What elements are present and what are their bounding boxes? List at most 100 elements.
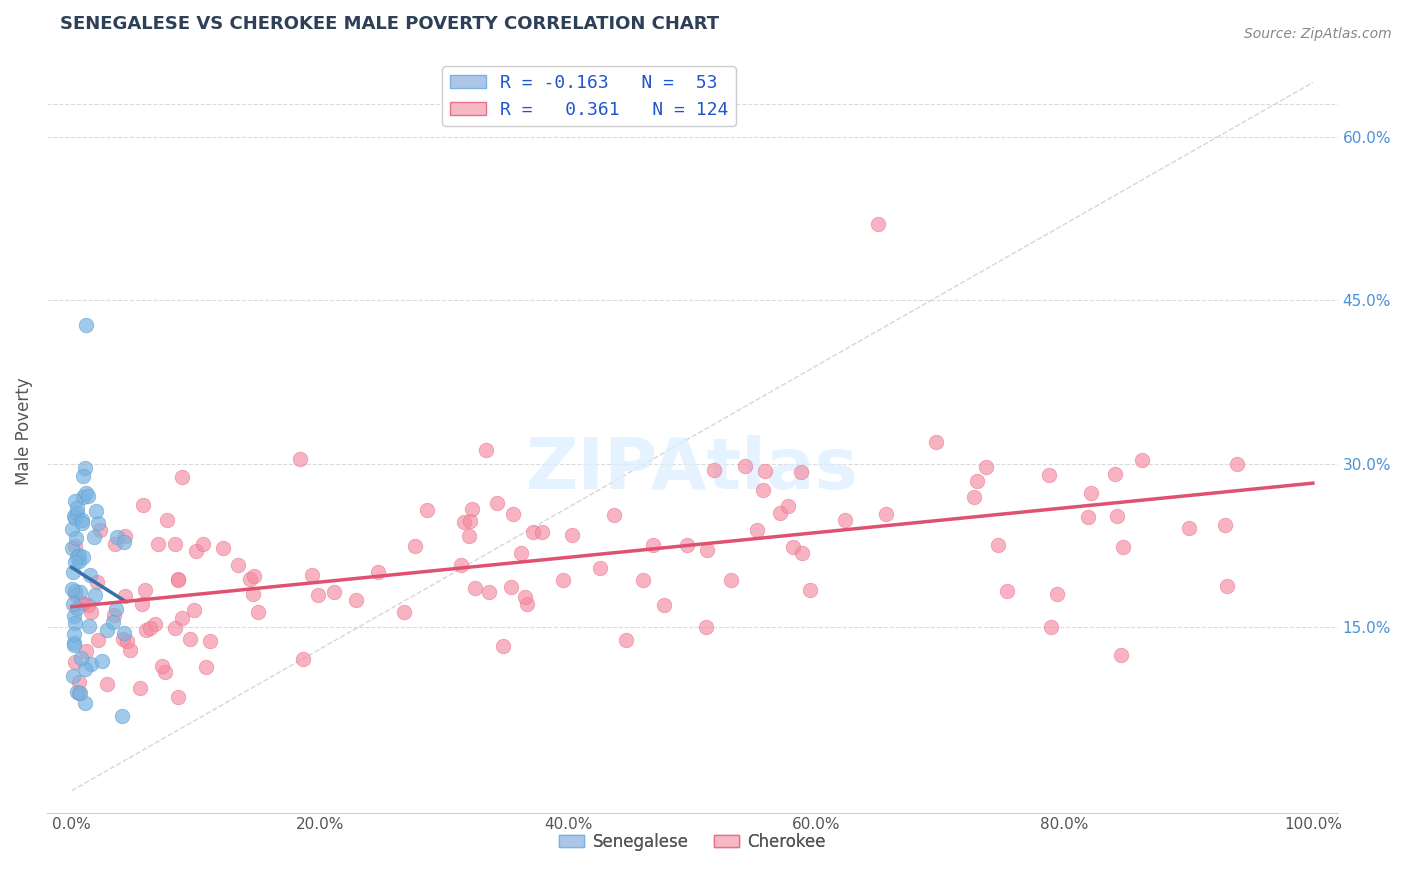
- Point: [453, 515, 475, 529]
- Point: [75, 461, 97, 475]
- Text: ZIPAtlas: ZIPAtlas: [526, 434, 859, 504]
- Point: [307, 588, 329, 602]
- Point: [143, 616, 166, 631]
- Point: [675, 538, 697, 552]
- Point: [103, 615, 125, 629]
- Point: [925, 435, 948, 450]
- Point: [695, 620, 717, 634]
- Point: [65, 655, 87, 669]
- Point: [63, 638, 86, 652]
- Point: [561, 528, 583, 542]
- Point: [186, 544, 208, 558]
- Point: [131, 597, 153, 611]
- Point: [80, 657, 103, 671]
- Point: [75, 662, 97, 676]
- Point: [111, 709, 134, 723]
- Point: [322, 584, 344, 599]
- Point: [163, 621, 186, 635]
- Point: [72, 490, 94, 504]
- Point: [778, 500, 800, 514]
- Point: [75, 644, 97, 658]
- Point: [62, 669, 84, 683]
- Point: [995, 584, 1018, 599]
- Point: [1109, 648, 1132, 663]
- Point: [179, 632, 201, 646]
- Point: [105, 530, 128, 544]
- Point: [167, 690, 190, 704]
- Point: [66, 506, 89, 520]
- Point: [96, 677, 118, 691]
- Point: [135, 623, 157, 637]
- Point: [239, 573, 262, 587]
- Point: [146, 537, 169, 551]
- Point: [65, 539, 87, 553]
- Point: [492, 639, 515, 653]
- Point: [63, 494, 86, 508]
- Point: [734, 458, 756, 473]
- Point: [457, 528, 479, 542]
- Point: [118, 642, 141, 657]
- Point: [1077, 510, 1099, 524]
- Point: [288, 452, 311, 467]
- Point: [242, 587, 264, 601]
- Point: [104, 536, 127, 550]
- Point: [641, 538, 664, 552]
- Point: [69, 686, 91, 700]
- Point: [96, 624, 118, 638]
- Point: [112, 534, 135, 549]
- Point: [72, 549, 94, 564]
- Text: Source: ZipAtlas.com: Source: ZipAtlas.com: [1244, 27, 1392, 41]
- Point: [112, 632, 135, 647]
- Point: [62, 541, 84, 555]
- Point: [69, 596, 91, 610]
- Point: [782, 541, 804, 555]
- Point: [752, 483, 775, 498]
- Point: [478, 585, 501, 599]
- Point: [450, 558, 472, 573]
- Point: [72, 513, 94, 527]
- Point: [170, 611, 193, 625]
- Point: [415, 503, 437, 517]
- Point: [132, 498, 155, 512]
- Point: [1038, 467, 1060, 482]
- Point: [83, 530, 105, 544]
- Point: [72, 469, 94, 483]
- Point: [66, 684, 89, 698]
- Point: [464, 582, 486, 596]
- Point: [67, 686, 90, 700]
- Point: [63, 555, 86, 569]
- Point: [79, 568, 101, 582]
- Point: [114, 529, 136, 543]
- Point: [86, 503, 108, 517]
- Point: [194, 660, 217, 674]
- Point: [62, 597, 84, 611]
- Point: [67, 548, 90, 562]
- Point: [63, 583, 86, 598]
- Point: [170, 470, 193, 484]
- Point: [62, 627, 84, 641]
- Point: [696, 543, 718, 558]
- Point: [226, 558, 249, 573]
- Point: [720, 573, 742, 587]
- Point: [790, 465, 813, 479]
- Point: [77, 618, 100, 632]
- Point: [60, 582, 83, 597]
- Point: [70, 516, 93, 531]
- Point: [654, 598, 676, 612]
- Point: [1104, 467, 1126, 482]
- Point: [509, 546, 531, 560]
- Point: [1080, 486, 1102, 500]
- Point: [66, 500, 89, 515]
- Point: [502, 507, 524, 521]
- Point: [966, 474, 988, 488]
- Point: [69, 585, 91, 599]
- Point: [461, 502, 484, 516]
- Point: [75, 696, 97, 710]
- Point: [515, 590, 537, 604]
- Point: [77, 489, 100, 503]
- Point: [89, 524, 111, 538]
- Point: [745, 524, 768, 538]
- Point: [602, 508, 624, 522]
- Point: [474, 442, 496, 457]
- Point: [551, 573, 574, 587]
